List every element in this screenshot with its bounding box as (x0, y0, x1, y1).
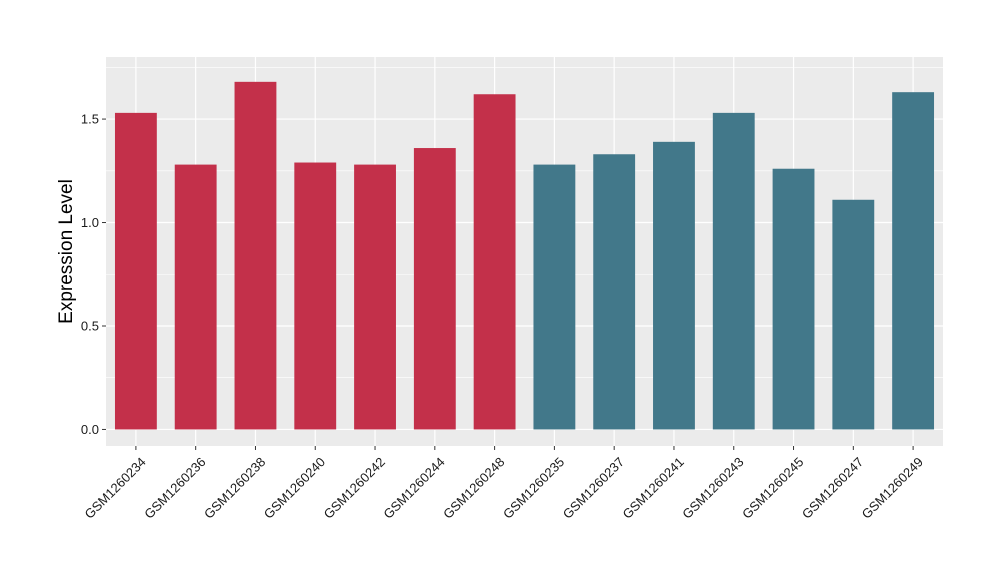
bar-GSM1260248 (473, 94, 516, 430)
x-tick-label: GSM1260241 (620, 454, 687, 521)
x-tick-label: GSM1260236 (141, 454, 208, 521)
x-tick-label: GSM1260243 (679, 454, 746, 521)
bar-GSM1260237 (593, 154, 636, 430)
y-tick-label: 0.5 (81, 318, 99, 333)
bar-GSM1260244 (413, 148, 456, 430)
x-tick-label: GSM1260238 (201, 454, 268, 521)
y-tick-label: 0.0 (81, 422, 99, 437)
y-axis: 0.0 0.5 1.0 1.5 (81, 112, 106, 437)
bar-GSM1260247 (832, 199, 875, 430)
x-tick-label: GSM1260249 (859, 454, 926, 521)
bar-GSM1260241 (653, 141, 695, 430)
y-tick-label: 1.0 (81, 215, 99, 230)
bar-GSM1260235 (533, 164, 576, 430)
bar-GSM1260242 (354, 164, 396, 430)
plot-panel (106, 57, 943, 446)
bar-GSM1260243 (712, 112, 755, 430)
bar-GSM1260238 (234, 81, 277, 430)
x-axis: GSM1260234GSM1260236GSM1260238GSM1260240… (81, 446, 926, 522)
x-tick-label: GSM1260240 (261, 454, 328, 521)
bar-GSM1260249 (892, 92, 935, 430)
bar-GSM1260245 (772, 168, 815, 430)
y-axis-title: Expression Level (56, 179, 77, 324)
x-tick-label: GSM1260235 (500, 454, 567, 521)
bar-GSM1260236 (174, 164, 217, 430)
x-tick-label: GSM1260234 (81, 454, 148, 521)
x-tick-label: GSM1260245 (739, 454, 806, 521)
x-tick-label: GSM1260248 (440, 454, 507, 521)
y-tick-label: 1.5 (81, 112, 99, 127)
x-tick-label: GSM1260244 (380, 454, 447, 521)
x-tick-label: GSM1260242 (321, 454, 388, 521)
x-tick-label: GSM1260247 (799, 454, 866, 521)
bar-GSM1260240 (294, 162, 337, 430)
bars (114, 81, 935, 430)
bar-GSM1260234 (114, 112, 157, 430)
x-tick-label: GSM1260237 (560, 454, 627, 521)
